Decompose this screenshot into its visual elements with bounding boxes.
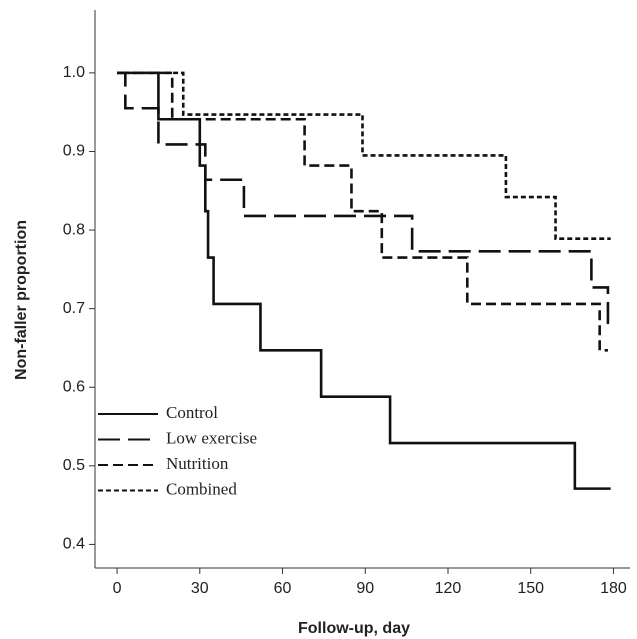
x-tick-label: 60 xyxy=(274,580,292,597)
y-tick-label: 0.8 xyxy=(63,221,85,238)
survival-curve xyxy=(117,71,611,241)
x-tick-label: 150 xyxy=(517,580,544,597)
y-tick-label: 0.4 xyxy=(63,536,85,553)
y-tick-label: 0.5 xyxy=(63,457,85,474)
y-tick-label: 0.7 xyxy=(63,300,85,317)
y-tick-label: 1.0 xyxy=(63,64,85,81)
y-axis-title: Non-faller proportion xyxy=(13,220,30,380)
survival-curve xyxy=(117,71,611,325)
legend-label: Low exercise xyxy=(166,428,257,447)
legend-label: Control xyxy=(166,403,218,422)
x-tick-label: 90 xyxy=(356,580,374,597)
y-tick-label: 0.9 xyxy=(63,143,85,160)
legend-label: Nutrition xyxy=(166,454,229,473)
legend-label: Combined xyxy=(166,479,237,498)
x-axis-title: Follow-up, day xyxy=(298,620,410,637)
x-tick-label: 120 xyxy=(435,580,462,597)
x-tick-label: 30 xyxy=(191,580,209,597)
x-tick-label: 180 xyxy=(600,580,627,597)
survival-curve xyxy=(117,71,608,352)
x-tick-label: 0 xyxy=(113,580,122,597)
survival-curve xyxy=(117,71,611,490)
y-tick-label: 0.6 xyxy=(63,378,85,395)
